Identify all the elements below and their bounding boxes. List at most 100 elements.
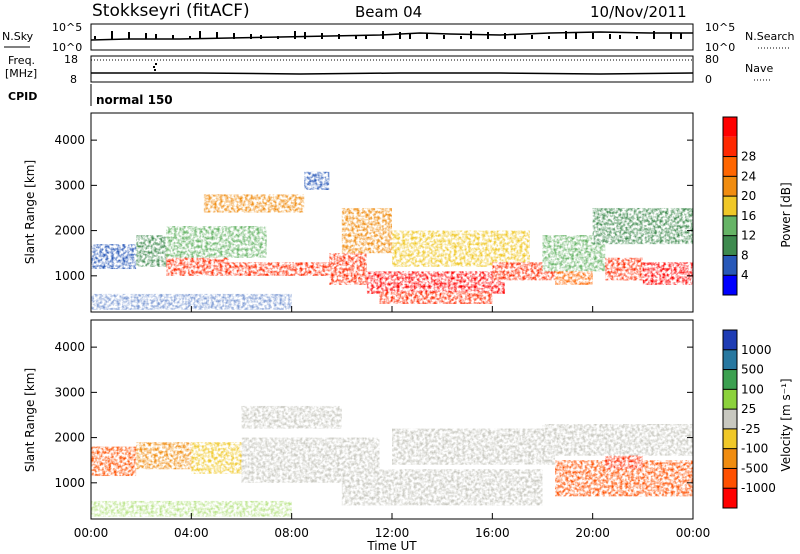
colorbar-tick-label: -500	[741, 461, 768, 475]
colorbar-tick-label: 500	[741, 363, 764, 377]
ytick-label: 1000	[54, 269, 85, 283]
power-region	[228, 262, 330, 276]
power-region	[166, 253, 229, 276]
nave-label: Nave	[745, 62, 773, 75]
xtick-label: 08:00	[274, 526, 309, 540]
power-region	[203, 194, 305, 213]
nave-tick-bottom: 0	[705, 73, 712, 86]
colorbar-tick-label: 16	[741, 209, 756, 223]
ytick-label: 2000	[54, 224, 85, 238]
velocity-panel: 1000 2000 3000 4000 00:00 04:00 08:00 12:00 16:…	[23, 306, 710, 553]
power-colorbar: 4 8 12 16 20 24 28	[722, 116, 756, 296]
power-ylabel: Slant Range [km]	[23, 160, 37, 264]
colorbar-tick-label: 28	[741, 150, 756, 164]
near-range-speckle	[91, 500, 292, 517]
date-title: 10/Nov/2011	[590, 3, 687, 21]
xtick-label: 00:00	[74, 526, 109, 540]
nsky-trace	[90, 31, 693, 41]
colorbar-border	[722, 116, 738, 296]
power-region	[605, 257, 643, 281]
time-xlabel: Time UT	[366, 539, 417, 553]
velocity-region	[392, 428, 556, 465]
colorbar-tick-label: 4	[741, 268, 749, 282]
ytick-label: 4000	[54, 340, 85, 354]
colorbar-swatch	[723, 330, 737, 350]
velocity-region	[91, 446, 137, 477]
power-region	[166, 226, 267, 258]
ytick-label: 3000	[54, 178, 85, 192]
power-cbar-label: Power [dB]	[779, 182, 793, 247]
beam-title: Beam 04	[355, 3, 422, 21]
colorbar-tick-label: -25	[741, 422, 761, 436]
colorbar-swatch	[723, 369, 737, 390]
power-region	[492, 262, 556, 281]
power-region	[366, 271, 505, 294]
velocity-ylabel: Slant Range [km]	[23, 368, 37, 472]
xtick-label: 00:00	[676, 526, 711, 540]
nsky-frame	[90, 23, 694, 51]
colorbar-swatch	[723, 196, 737, 216]
colorbar-tick-label: 20	[741, 189, 756, 203]
nsky-tick-bottom-right: 10^0	[705, 41, 735, 54]
colorbar-swatch	[723, 215, 737, 236]
colorbar-swatch	[723, 468, 737, 489]
station-title: Stokkseyri (fitACF)	[92, 1, 250, 21]
colorbar-swatch	[723, 136, 737, 157]
ytick-label: 2000	[54, 431, 85, 445]
freq-dots	[153, 63, 157, 71]
colorbar-swatch	[723, 389, 737, 410]
freq-label: Freq.	[8, 54, 35, 67]
colorbar-swatch	[723, 349, 737, 370]
colorbar-swatch	[723, 235, 737, 256]
colorbar-tick-label: 12	[741, 229, 756, 243]
power-region	[304, 171, 330, 190]
nave-tick-top: 80	[705, 53, 719, 66]
ytick-label: 4000	[54, 133, 85, 147]
freq-frame	[90, 55, 694, 83]
colorbar-tick-label: 8	[741, 248, 749, 262]
power-region	[91, 244, 137, 270]
colorbar-swatch	[723, 428, 737, 449]
power-region	[329, 253, 367, 285]
colorbar-swatch	[723, 409, 737, 429]
power-data	[91, 171, 693, 310]
colorbar-swatch	[723, 117, 737, 137]
velocity-region	[542, 424, 693, 456]
velocity-region	[241, 405, 342, 429]
colorbar-tick-label: 100	[741, 382, 764, 396]
freq-trace	[91, 72, 694, 75]
power-region	[555, 271, 593, 285]
cpid-value: normal 150	[96, 93, 173, 107]
colorbar-tick-label: 25	[741, 402, 756, 416]
xtick-label: 12:00	[375, 526, 410, 540]
nsky-spikes	[94, 31, 682, 39]
colorbar-tick-label: -1000	[741, 481, 776, 495]
xtick-label: 04:00	[174, 526, 209, 540]
colorbar-swatch	[723, 448, 737, 469]
nsearch-label: N.Search	[745, 30, 795, 43]
freq-tick-top: 18	[64, 53, 78, 66]
nsky-label: N.Sky	[2, 30, 34, 43]
velocity-region	[341, 469, 543, 506]
velocity-colorbar: 1000 500 100 25 -25 -100 -500 -1000	[722, 329, 776, 509]
colorbar-tick-label: 1000	[741, 343, 772, 357]
colorbar-swatch	[723, 176, 737, 197]
nsky-tick-bottom: 10^0	[52, 41, 82, 54]
colorbar-swatch	[723, 275, 737, 295]
velocity-cbar-label: Velocity [m s⁻¹]	[779, 378, 793, 471]
power-region	[592, 207, 693, 245]
velocity-data	[91, 405, 693, 517]
freq-tick-bottom: 8	[70, 73, 77, 86]
colorbar-swatch	[723, 255, 737, 276]
power-region	[392, 230, 530, 267]
xtick-label: 20:00	[575, 526, 610, 540]
colorbar-swatch	[723, 156, 737, 177]
power-region	[379, 291, 493, 304]
velocity-region	[136, 442, 192, 470]
power-region	[642, 262, 693, 285]
colorbar-tick-label: -100	[741, 442, 768, 456]
near-range-speckle	[91, 293, 292, 310]
power-panel: 1000 2000 3000 4000 Slant Range [km]	[23, 112, 694, 313]
nsky-tick-top: 10^5	[52, 21, 82, 34]
